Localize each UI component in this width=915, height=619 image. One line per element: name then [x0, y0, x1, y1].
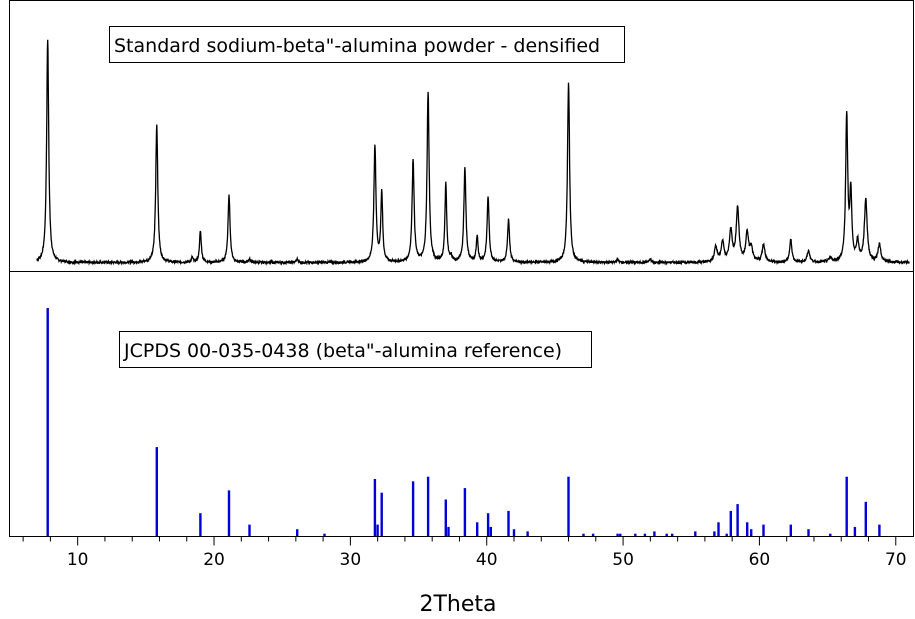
- x-tick-label: 20: [203, 550, 225, 570]
- reference-bar: [248, 524, 251, 536]
- reference-bar: [426, 476, 430, 536]
- x-tick-label: 70: [885, 550, 907, 570]
- reference-bar: [296, 529, 299, 536]
- reference-bar: [653, 531, 656, 536]
- x-tick-label: 50: [612, 550, 634, 570]
- reference-bar: [736, 504, 739, 536]
- x-tick-label: 10: [67, 550, 89, 570]
- measured-pattern-line: [36, 39, 910, 266]
- reference-bar: [582, 533, 585, 536]
- reference-bar: [199, 513, 202, 536]
- reference-bar: [376, 524, 379, 536]
- reference-bar: [665, 533, 668, 536]
- reference-bar: [717, 522, 720, 536]
- reference-bar: [729, 510, 732, 536]
- reference-bar: [762, 524, 765, 536]
- measured-pattern: [36, 39, 910, 266]
- reference-bar: [476, 522, 479, 536]
- reference-bar: [444, 499, 447, 536]
- reference-bars: [46, 308, 881, 536]
- reference-bar: [807, 529, 810, 536]
- reference-bar: [845, 476, 848, 536]
- reference-bar: [507, 510, 510, 536]
- reference-bar: [486, 513, 490, 536]
- reference-bar: [725, 533, 728, 536]
- x-tick-label: 40: [476, 550, 498, 570]
- x-tick-label: 60: [749, 550, 771, 570]
- reference-bar: [411, 481, 415, 536]
- reference-bar: [619, 533, 622, 536]
- reference-bar: [512, 529, 516, 536]
- reference-bar: [643, 533, 647, 536]
- reference-bar: [46, 308, 49, 536]
- reference-bar: [463, 488, 467, 536]
- reference-bar: [591, 533, 595, 536]
- reference-bar: [853, 526, 857, 536]
- reference-bar: [567, 476, 570, 536]
- reference-bar: [864, 501, 867, 536]
- reference-bar: [526, 531, 529, 536]
- reference-bar: [713, 531, 716, 536]
- measured-legend-label: Standard sodium-beta"-alumina powder - d…: [114, 35, 600, 57]
- reference-bar: [746, 522, 749, 536]
- plot-frame: [9, 0, 914, 537]
- reference-bar: [878, 524, 881, 536]
- x-axis-ticks: 10 20 30 40 50 60 70: [22, 536, 907, 570]
- reference-bar: [750, 529, 753, 536]
- x-tick-label: 30: [340, 550, 362, 570]
- reference-bar: [671, 533, 674, 536]
- reference-bar: [634, 533, 637, 536]
- reference-bar: [829, 533, 832, 536]
- reference-bar: [616, 533, 619, 536]
- reference-bar: [155, 447, 158, 536]
- reference-bar: [489, 526, 492, 536]
- reference-bar: [694, 531, 697, 536]
- reference-bar: [323, 533, 326, 536]
- reference-bar: [373, 479, 377, 536]
- x-axis-title: 2Theta: [419, 592, 496, 617]
- reference-bar: [227, 490, 231, 536]
- reference-bar: [789, 524, 792, 536]
- reference-legend-box: [119, 331, 592, 368]
- reference-bar: [380, 492, 383, 536]
- reference-legend-label: JCPDS 00-035-0438 (beta"-alumina referen…: [123, 340, 562, 362]
- reference-bar: [447, 526, 450, 536]
- measured-legend-box: [109, 26, 625, 63]
